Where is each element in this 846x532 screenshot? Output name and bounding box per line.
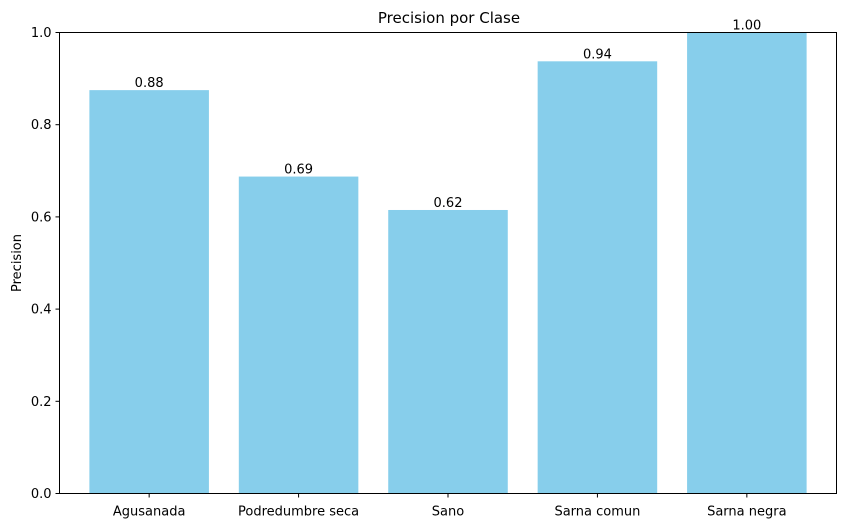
y-tick-label-2: 0.4 — [31, 303, 52, 318]
bar-value-label-1: 0.69 — [284, 163, 313, 178]
bar-4 — [687, 32, 807, 494]
bar-1 — [238, 176, 359, 494]
x-tick-label-3: Sarna comun — [554, 505, 640, 520]
bar-value-label-0: 0.88 — [135, 76, 164, 91]
bars-group — [89, 32, 807, 494]
data-labels-group: 0.88 0.69 0.62 0.94 1.00 — [135, 19, 762, 211]
y-tick-label-1: 0.2 — [31, 395, 52, 410]
y-axis-label: Precision — [10, 234, 25, 292]
chart-title: Precision por Clase — [378, 9, 520, 27]
bar-2 — [388, 209, 508, 494]
y-tick-label-0: 0.0 — [31, 487, 52, 502]
x-axis-ticks: Agusanada Podredumbre seca Sano Sarna comun… — [113, 493, 787, 520]
x-tick-label-4: Sarna negra — [707, 505, 786, 520]
x-tick-label-2: Sano — [432, 505, 464, 520]
y-axis-ticks: 0.0 0.2 0.4 0.6 0.8 1.0 — [31, 26, 60, 502]
bar-3 — [537, 61, 658, 494]
y-tick-label-4: 0.8 — [31, 118, 52, 133]
x-tick-label-0: Agusanada — [113, 505, 186, 520]
y-tick-label-3: 0.6 — [31, 210, 52, 225]
y-tick-label-5: 1.0 — [31, 26, 52, 41]
bar-value-label-3: 0.94 — [583, 47, 612, 62]
bar-0 — [89, 90, 209, 494]
x-tick-label-1: Podredumbre seca — [238, 505, 359, 520]
bar-value-label-4: 1.00 — [732, 19, 761, 34]
plot-area-frame — [59, 32, 837, 494]
bar-value-label-2: 0.62 — [434, 196, 463, 211]
